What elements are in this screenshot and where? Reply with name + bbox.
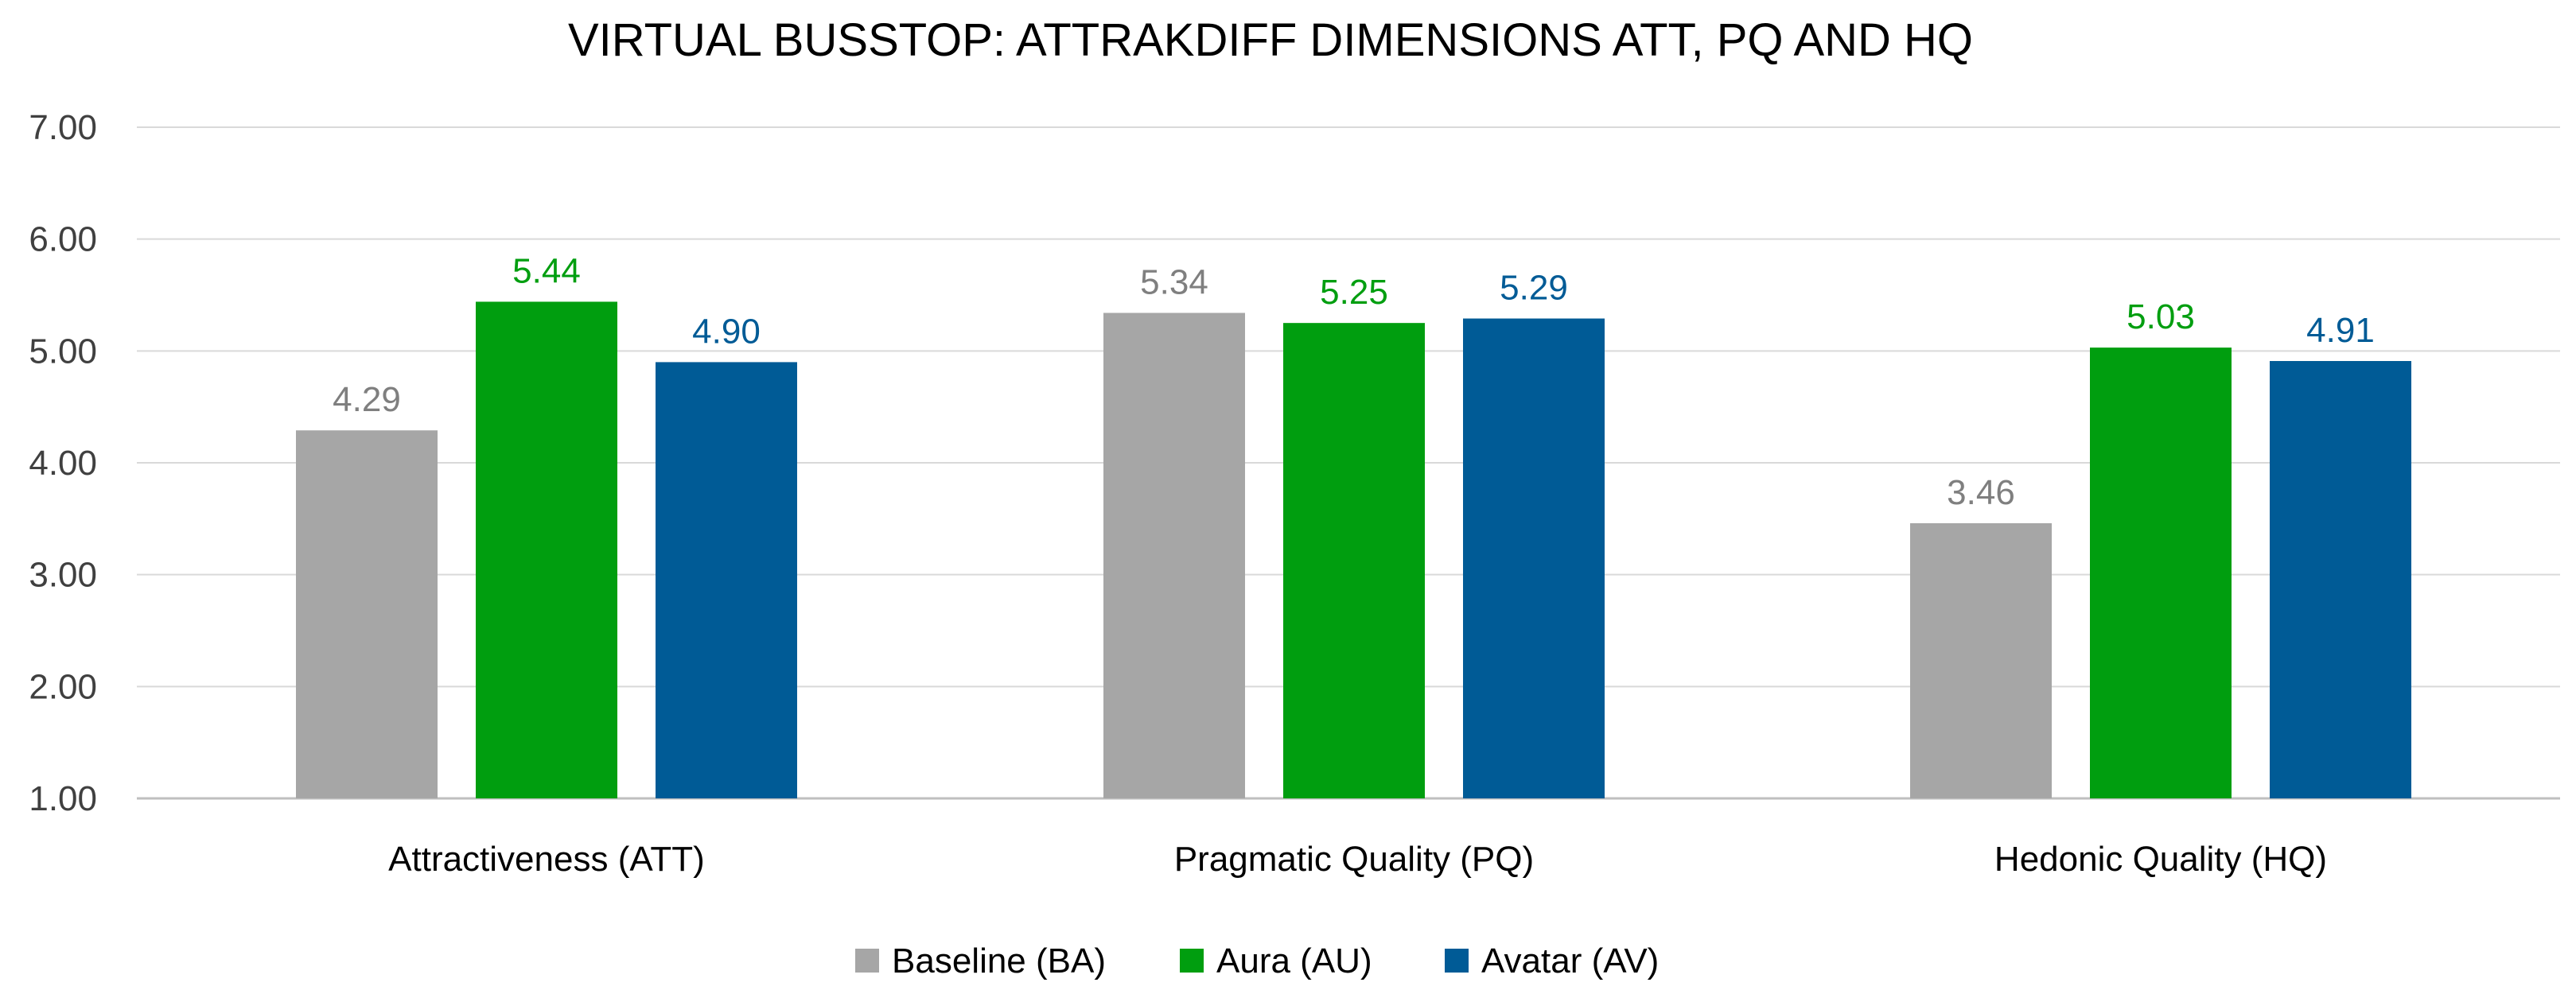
legend-swatch [855, 949, 879, 973]
x-axis-category-labels: Attractiveness (ATT) Pragmatic Quality (P… [388, 840, 2327, 879]
y-axis-tick-labels: 1.00 2.00 3.00 4.00 5.00 6.00 7.00 [29, 108, 97, 818]
data-label: 4.90 [692, 312, 761, 351]
data-label: 5.34 [1140, 263, 1208, 302]
bar-avatar-2 [1463, 318, 1605, 798]
legend-swatch [1445, 949, 1469, 973]
data-label: 5.03 [2127, 297, 2195, 336]
data-label: 5.29 [1500, 269, 1568, 308]
bar-baseline-3 [1910, 522, 2052, 798]
y-tick-label: 5.00 [29, 332, 97, 371]
legend-label: Avatar (AV) [1481, 942, 1659, 980]
legend-swatch [1180, 949, 1204, 973]
chart-title: VIRTUAL BUSSTOP: ATTRAKDIFF DIMENSIONS A… [568, 14, 1973, 66]
bar-aura-3 [2090, 348, 2232, 798]
data-label: 5.25 [1320, 273, 1388, 312]
x-category-label: Attractiveness (ATT) [388, 840, 705, 879]
bar-avatar-3 [2270, 360, 2411, 798]
y-tick-label: 6.00 [29, 220, 97, 259]
legend-label: Baseline (BA) [892, 942, 1106, 980]
bar-baseline-2 [1103, 313, 1245, 798]
legend: Baseline (BA) Aura (AU) Avatar (AV) [855, 942, 1659, 980]
y-tick-label: 4.00 [29, 444, 97, 483]
x-category-label: Pragmatic Quality (PQ) [1174, 840, 1534, 879]
bar-aura-1 [476, 301, 617, 798]
y-tick-label: 1.00 [29, 779, 97, 818]
data-label: 3.46 [1947, 473, 2015, 512]
data-label: 4.29 [333, 380, 401, 419]
data-label: 4.91 [2306, 311, 2375, 350]
y-tick-label: 3.00 [29, 556, 97, 595]
bars [296, 301, 2411, 799]
data-labels: 4.29 5.34 3.46 5.44 5.25 5.03 4.90 5.29 4.91 [333, 251, 2375, 512]
bar-aura-2 [1283, 323, 1425, 799]
legend-label: Aura (AU) [1216, 942, 1372, 980]
bar-avatar-1 [656, 362, 797, 798]
data-label: 5.44 [512, 251, 581, 290]
x-category-label: Hedonic Quality (HQ) [1994, 840, 2327, 879]
y-tick-label: 2.00 [29, 667, 97, 706]
y-tick-label: 7.00 [29, 108, 97, 147]
bar-baseline-1 [296, 430, 438, 798]
